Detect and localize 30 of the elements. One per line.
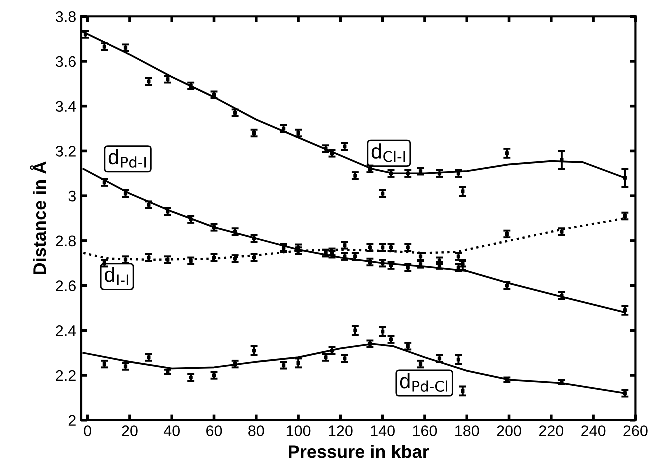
annotation: d$_{I-I}$ xyxy=(105,267,128,286)
y-tick-label: 3.8 xyxy=(56,11,76,22)
x-tick-label: 120 xyxy=(329,426,353,436)
x-tick-label: 40 xyxy=(164,426,180,436)
y-tick-label: 3 xyxy=(68,190,76,202)
y-tick-label: 2.8 xyxy=(56,236,76,247)
y-tick-label: 2.6 xyxy=(56,280,76,292)
annotation: d$_{Pd-I}$ xyxy=(108,149,146,168)
x-tick-label: 220 xyxy=(539,426,564,436)
y-axis-title: Distance in Å xyxy=(30,162,46,274)
x-tick-label: 200 xyxy=(497,426,522,436)
x-tick-label: 260 xyxy=(624,426,648,436)
x-tick-label: 100 xyxy=(286,426,311,436)
x-tick-label: 20 xyxy=(122,426,138,436)
x-tick-label: 240 xyxy=(582,426,606,436)
x-tick-label: 180 xyxy=(456,426,480,436)
x-tick-label: 0 xyxy=(84,426,92,436)
x-axis-title: Pressure in kbar xyxy=(289,445,430,458)
x-tick-label: 160 xyxy=(413,426,438,436)
y-tick-label: 3.2 xyxy=(56,146,76,157)
annotation: d$_{Pd-Cl}$ xyxy=(400,373,448,392)
y-tick-label: 2.4 xyxy=(56,326,76,336)
y-tick-label: 2 xyxy=(68,415,76,426)
y-tick-label: 3.4 xyxy=(56,101,76,112)
x-tick-label: 140 xyxy=(371,426,395,436)
annotation: d$_{Cl-I}$ xyxy=(372,144,406,162)
x-tick-label: 60 xyxy=(206,426,222,436)
x-tick-label: 80 xyxy=(248,426,264,436)
y-tick-label: 3.6 xyxy=(56,56,76,68)
y-tick-label: 2.2 xyxy=(56,370,76,382)
